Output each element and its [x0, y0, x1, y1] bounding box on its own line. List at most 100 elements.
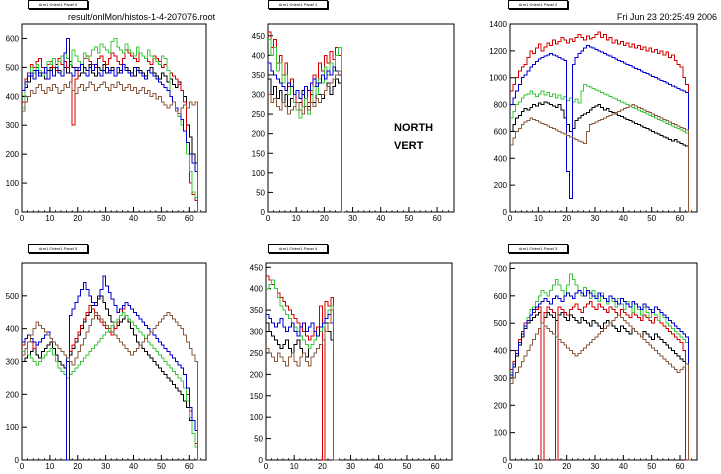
- x-tick-label: 10: [290, 462, 299, 469]
- x-tick-label: 0: [20, 462, 25, 469]
- panel-4: Arm1 Orient1 Panel 4 0 10 20 30 40 50 60 0 50 100…: [240, 239, 480, 471]
- panel-2: Arm1 Orient1 Panel 2 0 10 20 30 40 50 60 0 200 40…: [480, 0, 721, 230]
- y-tick-label: 350: [252, 71, 266, 80]
- x-tick-label: 40: [129, 214, 138, 223]
- x-tick-label: 20: [562, 214, 571, 223]
- timestamp: Fri Jun 23 20:25:49 2006: [616, 12, 717, 22]
- x-tick-label: 30: [101, 214, 110, 223]
- series-blue: [510, 289, 692, 461]
- y-tick-label: 100: [252, 169, 266, 178]
- x-tick-label: 30: [346, 462, 355, 469]
- y-tick-label: 0: [15, 456, 20, 465]
- x-tick-label: 0: [20, 214, 25, 223]
- panel-title: Arm1 Orient1 Panel 1: [268, 0, 328, 9]
- y-tick-label: 100: [494, 429, 508, 438]
- y-tick-label: 300: [494, 374, 508, 383]
- y-tick-label: 1200: [489, 47, 507, 56]
- y-tick-label: 300: [252, 91, 266, 100]
- x-tick-label: 30: [101, 462, 110, 469]
- y-tick-label: 450: [250, 263, 264, 272]
- y-tick-label: 200: [6, 150, 20, 159]
- series-blue: [266, 313, 340, 461]
- x-tick-label: 40: [129, 462, 138, 469]
- x-tick-label: 0: [508, 214, 513, 223]
- x-tick-label: 0: [264, 462, 269, 469]
- panel-5: Arm1 Orient1 Panel 5 0 10 20 30 40 50 60 0 100 20…: [0, 239, 240, 471]
- y-tick-label: 0: [261, 208, 266, 217]
- x-tick-label: 50: [647, 462, 656, 469]
- y-tick-label: 0: [15, 208, 20, 217]
- y-tick-label: 300: [250, 328, 264, 337]
- x-tick-label: 10: [534, 462, 543, 469]
- series-green: [510, 273, 692, 461]
- x-tick-label: 60: [185, 214, 194, 223]
- x-tick-label: 60: [433, 214, 442, 223]
- x-tick-label: 10: [45, 462, 54, 469]
- x-tick-label: 20: [73, 462, 82, 469]
- series-green: [510, 83, 692, 213]
- y-tick-label: 0: [259, 456, 264, 465]
- series-black: [510, 101, 692, 213]
- y-tick-label: 50: [254, 435, 263, 444]
- plot-frame: [509, 262, 698, 461]
- y-tick-label: 400: [494, 154, 508, 163]
- y-tick-label: 400: [252, 51, 266, 60]
- series-brown: [268, 70, 345, 213]
- y-tick-label: 500: [494, 319, 508, 328]
- series-green: [22, 311, 201, 461]
- series-blue: [510, 44, 692, 213]
- panel-3: Arm1 Orient1 Panel 3 0 10 20 30 40 50 60 0 100 20…: [480, 239, 721, 471]
- y-tick-label: 200: [252, 130, 266, 139]
- y-tick-label: 600: [6, 34, 20, 43]
- y-tick-label: 0: [503, 456, 508, 465]
- histogram-plot: 0 10 20 30 40 50 60 0 100 200 300 400 500: [6, 262, 207, 471]
- series-red: [22, 49, 201, 213]
- panel-title: Arm1 Orient1 Panel 3: [508, 244, 568, 253]
- series-red: [510, 300, 692, 461]
- x-tick-label: 20: [318, 462, 327, 469]
- y-tick-label: 300: [6, 121, 20, 130]
- series-blue: [268, 62, 345, 213]
- y-tick-label: 100: [6, 179, 20, 188]
- x-tick-label: 10: [534, 214, 543, 223]
- y-tick-label: 700: [494, 264, 508, 273]
- panel-title: Arm1 Orient1 Panel 0: [28, 0, 88, 9]
- x-tick-label: 30: [348, 214, 357, 223]
- side-label-north: NORTH: [394, 122, 434, 134]
- y-tick-label: 250: [250, 349, 264, 358]
- x-tick-label: 50: [647, 214, 656, 223]
- x-tick-label: 60: [431, 462, 440, 469]
- panel-title: Arm1 Orient1 Panel 4: [268, 244, 328, 253]
- x-tick-label: 40: [374, 462, 383, 469]
- x-tick-label: 60: [185, 462, 194, 469]
- y-tick-label: 400: [6, 325, 20, 334]
- y-tick-label: 200: [6, 390, 20, 399]
- side-label-vert: VERT: [394, 140, 424, 152]
- y-tick-label: 600: [494, 127, 508, 136]
- series-blue: [22, 275, 201, 461]
- x-tick-label: 60: [676, 214, 685, 223]
- panel-title: Arm1 Orient1 Panel 2: [508, 0, 568, 9]
- x-tick-label: 30: [591, 214, 600, 223]
- series-brown: [510, 104, 692, 213]
- x-tick-label: 50: [157, 462, 166, 469]
- x-tick-label: 50: [157, 214, 166, 223]
- y-tick-label: 500: [6, 292, 20, 301]
- y-tick-label: 150: [250, 392, 264, 401]
- x-tick-label: 10: [292, 214, 301, 223]
- plot-frame: [21, 23, 207, 213]
- series-blue: [22, 37, 201, 213]
- series-black: [22, 61, 201, 213]
- y-tick-label: 1000: [489, 74, 507, 83]
- y-tick-label: 300: [6, 358, 20, 367]
- series-brown: [22, 81, 201, 213]
- x-tick-label: 40: [376, 214, 385, 223]
- y-tick-label: 350: [250, 306, 264, 315]
- histogram-plot: 0 10 20 30 40 50 60 0 50 100 150 200 250 300 350 400 450: [252, 23, 455, 223]
- series-black: [22, 295, 201, 461]
- y-tick-label: 500: [6, 63, 20, 72]
- y-tick-label: 400: [250, 285, 264, 294]
- x-tick-label: 60: [676, 462, 685, 469]
